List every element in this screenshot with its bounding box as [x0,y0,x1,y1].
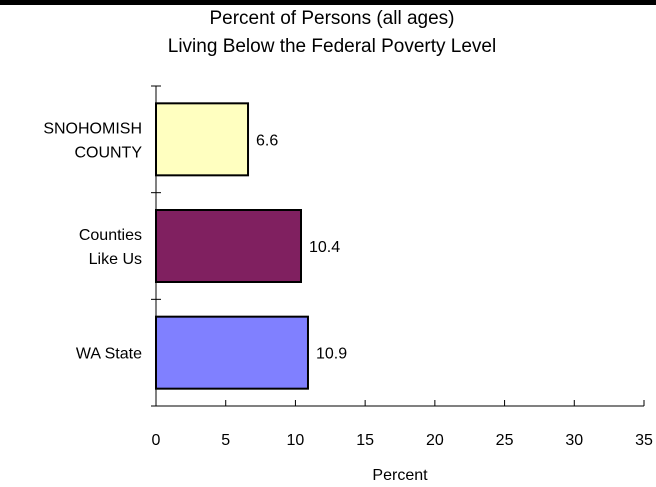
bar-2 [155,315,309,390]
chart-title-line-2: Living Below the Federal Poverty Level [168,36,496,57]
category-label-0-1: COUNTY [74,144,142,161]
x-tick-label-15: 15 [356,432,374,449]
category-label-2-0: WA State [76,346,142,363]
x-tick-label-35: 35 [635,432,653,449]
bar-value-label-2: 10.9 [316,346,347,363]
bar-value-label-1: 10.4 [309,239,340,256]
x-tick-label-10: 10 [287,432,305,449]
x-tick-label-5: 5 [221,432,230,449]
axis-ticks: 0 5 10 15 20 25 30 35 [151,85,653,449]
x-axis-title: Percent [372,467,428,484]
bar-value-label-0: 6.6 [256,132,278,149]
bar-0 [155,102,250,177]
category-label-1-1: Like Us [89,251,142,268]
x-tick-label-20: 20 [426,432,444,449]
x-tick-label-0: 0 [152,432,161,449]
x-tick-label-30: 30 [565,432,583,449]
category-label-1-0: Counties [79,227,142,244]
bar-1 [155,209,303,283]
bars-group: 6.6 SNOHOMISH COUNTY 10.4 Counties Like Us 10.… [43,102,347,390]
category-label-0-0: SNOHOMISH [43,120,142,137]
top-border [0,0,656,5]
chart-title-line-1: Percent of Persons (all ages) [209,8,454,29]
x-tick-label-25: 25 [496,432,514,449]
